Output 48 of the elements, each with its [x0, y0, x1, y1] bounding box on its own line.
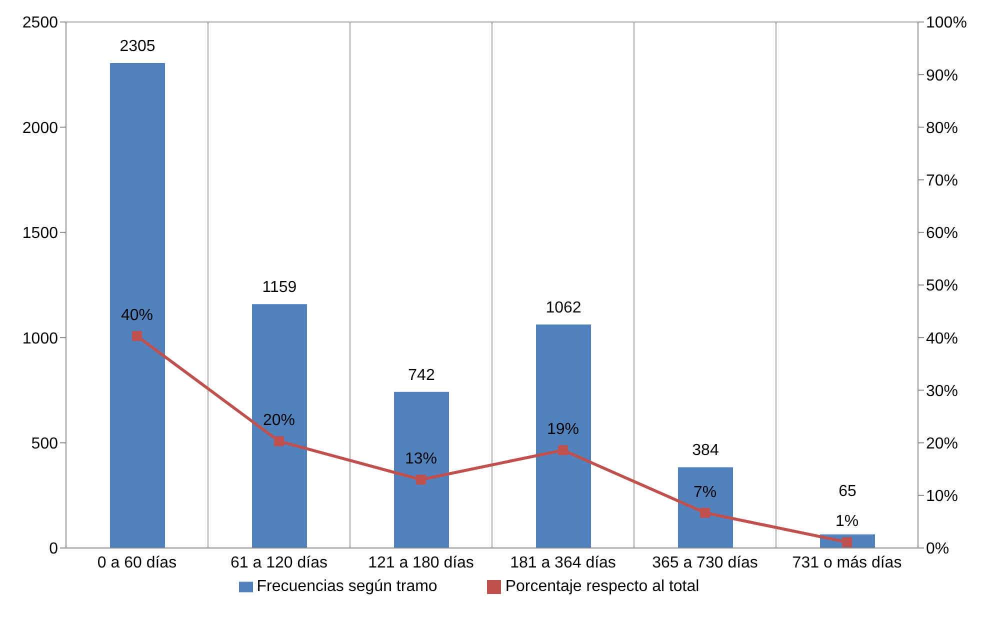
bar	[110, 63, 165, 548]
y-tick-label: 1000	[22, 330, 58, 348]
x-tick-label: 0 a 60 días	[97, 554, 177, 572]
point	[416, 474, 426, 485]
data-label: 19%	[546, 421, 580, 438]
y-tick-label: 500	[31, 435, 58, 452]
data-label: 1062	[546, 300, 582, 317]
legend-label: Frecuencias según tramo	[256, 578, 438, 595]
y2-tick-label: 70%	[926, 172, 958, 190]
data-label: 1159	[262, 279, 297, 296]
data-label: 65	[838, 483, 856, 500]
y2-tick-label: 10%	[926, 488, 958, 506]
x-tick-label: 181 a 364 días	[510, 554, 616, 572]
y-tick-label: 2500	[22, 14, 58, 32]
data-label: 2305	[120, 38, 156, 56]
y2-tick-label: 100%	[926, 14, 967, 32]
data-label: 40%	[120, 307, 154, 324]
y2-tick-label: 90%	[926, 67, 958, 84]
bar	[678, 467, 733, 548]
point	[842, 537, 852, 548]
data-label: 1%	[835, 513, 859, 530]
y2-tick-label: 40%	[926, 330, 958, 348]
legend-label: Porcentaje respecto al total	[505, 578, 700, 595]
data-label: 13%	[404, 450, 438, 468]
bar	[536, 324, 591, 548]
point	[274, 436, 284, 446]
y2-tick-label: 30%	[926, 382, 958, 400]
y2-tick-label: 50%	[926, 278, 958, 295]
data-label: 384	[692, 442, 719, 460]
data-label: 742	[408, 366, 435, 384]
y-tick-label: 2000	[22, 120, 58, 137]
point	[132, 331, 142, 342]
bar	[252, 304, 307, 548]
bar	[394, 392, 449, 548]
y2-tick-label: 20%	[926, 435, 958, 452]
data-label: 20%	[262, 412, 296, 430]
y2-tick-label: 60%	[926, 225, 958, 242]
x-tick-label: 121 a 180 días	[368, 554, 474, 572]
x-tick-label: 365 a 730 días	[652, 554, 758, 572]
y-tick-label: 1500	[22, 225, 58, 242]
y-tick-label: 0	[49, 540, 58, 558]
point	[558, 445, 568, 456]
y2-tick-label: 0%	[926, 540, 950, 558]
point	[700, 508, 710, 518]
x-tick-label: 61 a 120 días	[230, 554, 328, 572]
x-tick-label: 731 o más días	[792, 554, 902, 572]
y2-tick-label: 80%	[926, 120, 958, 137]
data-label: 7%	[693, 484, 717, 501]
